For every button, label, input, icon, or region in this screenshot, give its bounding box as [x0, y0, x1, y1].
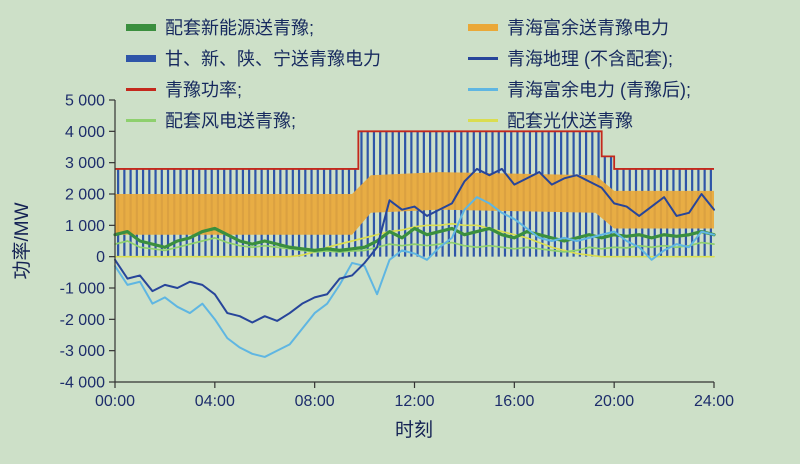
legend-item-qingyu-power: 青豫功率; [126, 74, 468, 105]
y-tick-label: -3 000 [60, 343, 105, 360]
legend-item-new-energy: 配套新能源送青豫; [126, 12, 468, 43]
legend-marker-qinghai-surplus-sent-icon [468, 24, 498, 31]
legend-item-solar: 配套光伏送青豫 [468, 105, 691, 136]
legend-marker-gan-xin-shan-ning-icon [126, 55, 156, 62]
x-tick-label: 16:00 [494, 393, 534, 410]
legend-label-qinghai-surplus-sent: 青海富余送青豫电力 [507, 17, 669, 38]
y-tick-label: 3 000 [65, 155, 105, 172]
legend-marker-qingyu-power-icon [126, 88, 156, 91]
legend-marker-solar-icon [468, 119, 498, 122]
y-tick-label: 1 000 [65, 218, 105, 235]
y-tick-label: 2 000 [65, 187, 105, 204]
legend-item-gan-xin-shan-ning: 甘、新、陕、宁送青豫电力 [126, 43, 468, 74]
legend-label-wind: 配套风电送青豫; [165, 110, 297, 131]
x-tick-label: 08:00 [295, 393, 335, 410]
legend-label-qingyu-power: 青豫功率; [165, 79, 243, 100]
x-tick-label: 04:00 [195, 393, 235, 410]
legend-item-wind: 配套风电送青豫; [126, 105, 468, 136]
line-wind [114, 237, 715, 253]
legend-marker-wind-icon [126, 119, 156, 122]
legend-item-qinghai-surplus-after: 青海富余电力 (青豫后); [468, 74, 691, 105]
legend-label-qinghai-surplus-after: 青海富余电力 (青豫后); [507, 79, 691, 100]
legend-label-new-energy: 配套新能源送青豫; [165, 17, 315, 38]
legend: 配套新能源送青豫; 甘、新、陕、宁送青豫电力 青豫功率; 配套风电送青豫; 青海富余送青… [126, 12, 691, 136]
x-axis-title: 时刻 [395, 419, 433, 441]
y-tick-label: 5 000 [65, 93, 105, 110]
legend-marker-new-energy-icon [126, 24, 156, 31]
legend-column-2: 青海富余送青豫电力 青海地理 (不含配套); 青海富余电力 (青豫后); 配套光伏送青… [468, 12, 691, 136]
y-tick-label: 4 000 [65, 124, 105, 141]
x-tick-label: 00:00 [95, 393, 135, 410]
x-tick-label: 24:00 [694, 393, 734, 410]
y-tick-label: 0 [96, 249, 105, 266]
line-qinghai-geo [114, 167, 715, 324]
y-axis-title: 功率/MW [11, 202, 33, 279]
line-qingyu-power [115, 130, 714, 170]
tick-marks [109, 99, 715, 388]
x-tick-label: 20:00 [594, 393, 634, 410]
legend-item-qinghai-geo: 青海地理 (不含配套); [468, 43, 691, 74]
x-tick-label: 12:00 [394, 393, 434, 410]
legend-label-qinghai-geo: 青海地理 (不含配套); [507, 48, 673, 69]
line-new-energy [113, 226, 716, 252]
legend-marker-qinghai-surplus-after-icon [468, 88, 498, 91]
surplus-band [115, 172, 714, 235]
legend-label-solar: 配套光伏送青豫 [507, 110, 633, 131]
line-qinghai-surplus-after [114, 196, 715, 358]
y-tick-label: -2 000 [60, 312, 105, 329]
legend-column-1: 配套新能源送青豫; 甘、新、陕、宁送青豫电力 青豫功率; 配套风电送青豫; [126, 12, 468, 136]
y-tick-label: -1 000 [60, 281, 105, 298]
legend-label-gan-xin-shan-ning: 甘、新、陕、宁送青豫电力 [165, 48, 381, 69]
legend-marker-qinghai-geo-icon [468, 57, 498, 60]
y-tick-label: -4 000 [60, 375, 105, 392]
legend-item-qinghai-surplus-sent: 青海富余送青豫电力 [468, 12, 691, 43]
